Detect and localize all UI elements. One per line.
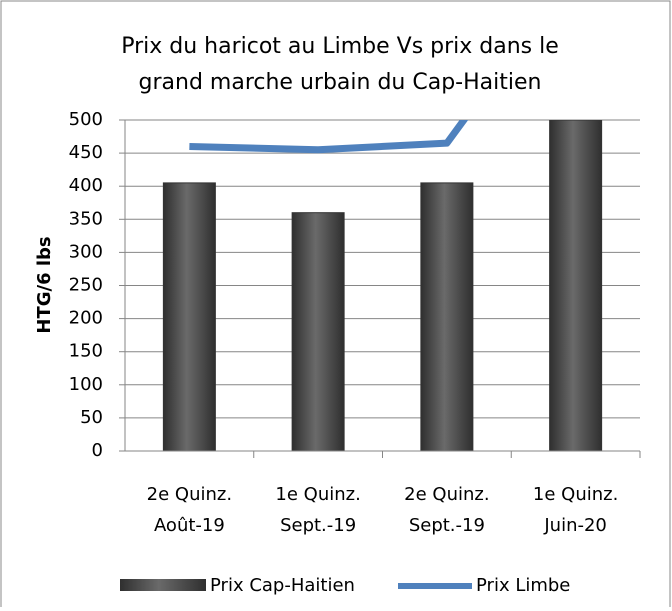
x-tick-label: 2e Quinz. (404, 484, 489, 505)
plot-area (162, 120, 603, 451)
chart-title: Prix du haricot au Limbe Vs prix dans le (121, 34, 559, 59)
y-tick-label: 300 (69, 241, 103, 262)
legend-label: Prix Limbe (476, 575, 570, 596)
x-tick-label: Août-19 (154, 515, 225, 536)
legend-swatch (120, 579, 206, 591)
x-tick-label: Sept.-19 (280, 515, 356, 536)
y-axis-label: HTG/6 lbs (34, 236, 55, 333)
y-tick-label: 150 (69, 341, 103, 362)
chart-title: grand marche urbain du Cap-Haitien (139, 70, 542, 95)
line (189, 120, 469, 154)
y-tick-label: 500 (69, 109, 103, 130)
x-tick-label: 1e Quinz. (275, 484, 360, 505)
y-tick-label: 100 (69, 374, 103, 395)
y-tick-label: 250 (69, 275, 103, 296)
y-tick-label: 50 (80, 407, 103, 428)
y-tick-label: 0 (92, 440, 103, 461)
x-tick-label: Sept.-19 (409, 515, 485, 536)
x-tick-label: Juin-20 (543, 515, 607, 536)
bar (420, 182, 474, 451)
x-tick-label: 2e Quinz. (147, 484, 232, 505)
bar (291, 212, 345, 451)
bar (162, 182, 216, 451)
y-tick-label: 450 (69, 142, 103, 163)
y-tick-label: 350 (69, 208, 103, 229)
bar (549, 120, 603, 451)
x-tick-label: 1e Quinz. (533, 484, 618, 505)
y-tick-label: 200 (69, 308, 103, 329)
legend-label: Prix Cap-Haitien (210, 575, 355, 596)
y-tick-label: 400 (69, 175, 103, 196)
